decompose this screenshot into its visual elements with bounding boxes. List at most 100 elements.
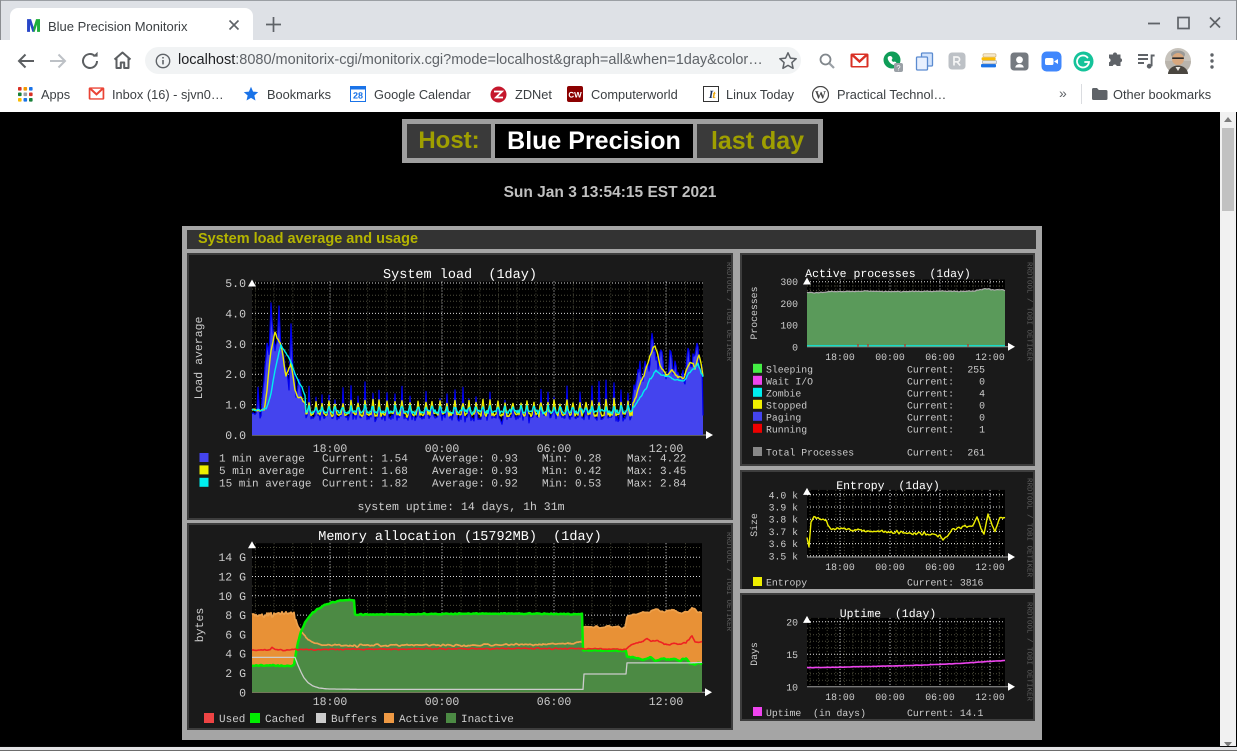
svg-text:06:00: 06:00 [925,562,955,573]
svg-text:300: 300 [780,277,798,288]
svg-text:Stopped: Stopped [766,400,807,411]
svg-text:18:00: 18:00 [825,562,855,573]
svg-text:I: I [708,89,714,101]
svg-text:M: M [26,17,41,34]
svg-text:RRDTOOL / TOBI OETIKER: RRDTOOL / TOBI OETIKER [1025,262,1034,362]
svg-text:0: 0 [979,412,985,423]
svg-text:RRDTOOL / TOBI OETIKER: RRDTOOL / TOBI OETIKER [724,262,731,362]
svg-text:Used: Used [219,714,245,726]
svg-text:00:00: 00:00 [875,352,905,363]
svg-text:10 G: 10 G [218,591,246,604]
svg-text:system uptime: 14 days, 1h 31m: system uptime: 14 days, 1h 31m [357,501,564,514]
svg-text:Max: 4.22: Max: 4.22 [627,454,686,466]
svg-text:Average: 0.93: Average: 0.93 [432,454,518,466]
svg-text:0: 0 [979,400,985,411]
svg-text:00:00: 00:00 [425,696,460,709]
svg-text:20: 20 [786,617,798,628]
svg-text:06:00: 06:00 [925,692,955,703]
svg-text:CW: CW [568,91,582,100]
svg-text:12:00: 12:00 [649,696,684,709]
svg-text:Current: 1.54: Current: 1.54 [322,454,408,466]
svg-text:Min: 0.42: Min: 0.42 [542,466,601,478]
svg-text:Wait I/O: Wait I/O [766,376,813,387]
svg-text:bytes: bytes [194,608,207,643]
svg-text:Min: 0.28: Min: 0.28 [542,454,601,466]
svg-text:12:00: 12:00 [975,692,1005,703]
svg-text:Buffers: Buffers [331,714,377,726]
svg-text:3.7 k: 3.7 k [769,527,799,538]
svg-text:00:00: 00:00 [425,443,460,456]
svg-text:Processes: Processes [749,286,760,339]
svg-text:t: t [712,89,716,101]
svg-text:Active: Active [399,714,439,726]
svg-text:Sleeping: Sleeping [766,364,813,375]
svg-text:4: 4 [979,388,985,399]
svg-text:Current:: Current: [907,364,954,375]
svg-text:18:00: 18:00 [313,443,348,456]
svg-text:8 G: 8 G [225,610,246,623]
svg-text:Max: 2.84: Max: 2.84 [627,478,687,490]
svg-text:Current: 1.82: Current: 1.82 [322,478,408,490]
svg-text:4.0: 4.0 [225,308,246,321]
svg-text:0: 0 [792,342,798,353]
svg-text:0: 0 [239,687,246,700]
svg-text:Current: 1.68: Current: 1.68 [322,466,408,478]
svg-text:6 G: 6 G [225,629,246,642]
svg-text:5.0: 5.0 [225,278,246,291]
svg-text:Load average: Load average [193,317,206,400]
svg-text:12 G: 12 G [218,572,246,585]
svg-text:28: 28 [353,91,363,101]
svg-text:3.8 k: 3.8 k [769,515,799,526]
svg-text:14 G: 14 G [218,552,246,565]
svg-text:Entropy: Entropy [766,578,807,589]
svg-text:12:00: 12:00 [649,443,684,456]
svg-text:00:00: 00:00 [875,692,905,703]
svg-text:06:00: 06:00 [537,696,572,709]
svg-text:Running: Running [766,424,807,435]
svg-text:15 min average: 15 min average [219,478,311,490]
svg-text:Paging: Paging [766,412,801,423]
svg-text:Current:: Current: [907,424,954,435]
svg-text:261: 261 [967,448,985,459]
svg-text:255: 255 [967,364,985,375]
svg-text:2.0: 2.0 [225,369,246,382]
svg-text:M: M [26,17,41,34]
svg-text:2 G: 2 G [225,668,246,681]
svg-text:3.6 k: 3.6 k [769,539,799,550]
svg-text:3.9 k: 3.9 k [769,503,799,514]
svg-text:Min: 0.53: Min: 0.53 [542,478,601,490]
svg-text:00:00: 00:00 [875,562,905,573]
svg-text:Memory allocation (15792MB) (: Memory allocation (15792MB) (1day) [318,530,602,545]
svg-text:W: W [815,90,826,102]
svg-text:Active processes (1day): Active processes (1day) [805,268,971,281]
svg-text:06:00: 06:00 [925,352,955,363]
svg-text:Average: 0.92: Average: 0.92 [432,478,518,490]
svg-text:Size: Size [749,513,760,537]
svg-text:15: 15 [786,650,798,661]
svg-text:18:00: 18:00 [825,352,855,363]
svg-text:4.0 k: 4.0 k [769,490,799,501]
svg-text:Uptime (1day): Uptime (1day) [840,608,937,621]
svg-text:Current:: Current: [907,400,954,411]
svg-text:Current:: Current: [907,448,954,459]
svg-text:12:00: 12:00 [975,562,1005,573]
svg-text:4 G: 4 G [225,649,246,662]
svg-text:Inactive: Inactive [461,714,514,726]
svg-text:3.5 k: 3.5 k [769,551,799,562]
svg-text:RRDTOOL / TOBI OETIKER: RRDTOOL / TOBI OETIKER [724,532,731,632]
svg-text:Max: 3.45: Max: 3.45 [627,466,686,478]
svg-text:5 min average: 5 min average [219,466,305,478]
svg-text:Uptime (in days): Uptime (in days) [766,708,866,719]
svg-text:RRDTOOL / TOBI OETIKER: RRDTOOL / TOBI OETIKER [1025,602,1034,702]
svg-text:Current:: Current: [907,412,954,423]
svg-text:RRDTOOL / TOBI OETIKER: RRDTOOL / TOBI OETIKER [1025,478,1034,578]
svg-text:Cached: Cached [265,714,305,726]
svg-text:10: 10 [786,682,798,693]
svg-text:12:00: 12:00 [975,352,1005,363]
svg-text:1 min average: 1 min average [219,454,305,466]
svg-text:Current: 3816: Current: 3816 [907,578,984,589]
svg-text:3.0: 3.0 [225,339,246,352]
svg-text:?: ? [896,63,900,72]
svg-text:18:00: 18:00 [825,692,855,703]
svg-text:1.0: 1.0 [225,400,246,413]
